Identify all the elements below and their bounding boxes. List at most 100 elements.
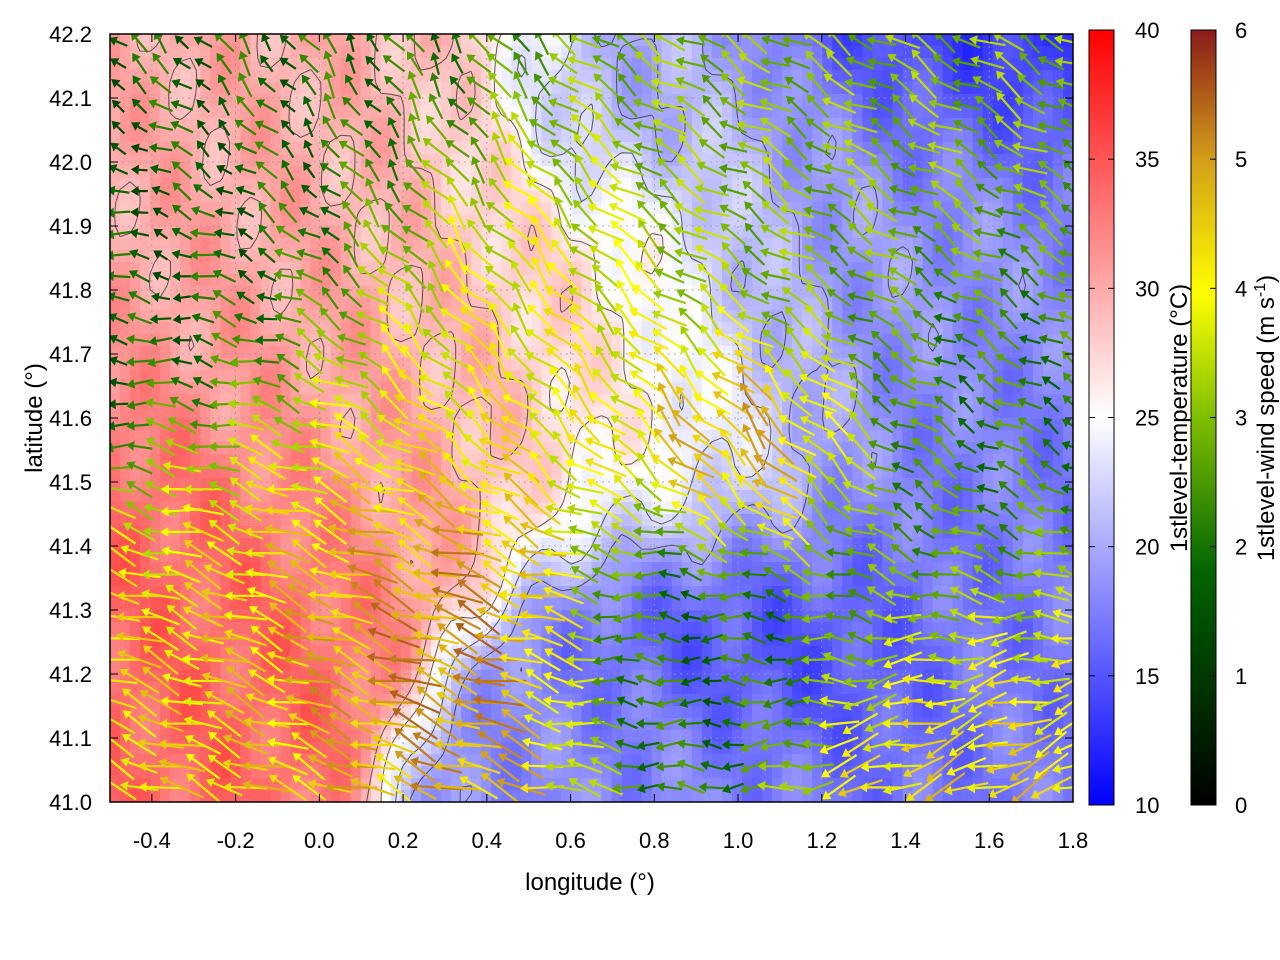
temperature-cell	[681, 442, 693, 455]
temperature-cell	[180, 298, 191, 311]
temperature-cell	[1032, 418, 1044, 431]
temperature-cell	[711, 646, 723, 659]
temperature-cell	[752, 622, 763, 635]
temperature-cell	[661, 634, 673, 647]
temperature-cell	[842, 262, 853, 275]
temperature-cell	[370, 370, 382, 383]
temperature-cell	[621, 166, 633, 179]
temperature-cell	[792, 94, 803, 107]
temperature-cell	[180, 82, 191, 95]
temperature-cell	[822, 574, 833, 587]
temperature-cell	[290, 226, 302, 239]
temperature-cell	[370, 322, 382, 335]
temperature-cell	[491, 274, 502, 287]
temperature-cell	[792, 346, 803, 359]
temperature-cell	[852, 622, 863, 635]
temperature-cell	[410, 274, 422, 287]
temperature-cell	[952, 550, 964, 563]
temperature-cell	[280, 574, 292, 587]
temperature-cell	[681, 514, 693, 527]
temperature-cell	[451, 406, 462, 419]
temperature-cell	[1032, 82, 1044, 95]
temperature-cell	[962, 550, 974, 563]
temperature-cell	[942, 322, 954, 335]
temperature-cell	[982, 322, 994, 335]
temperature-cell	[892, 586, 904, 599]
temperature-cell	[380, 310, 392, 323]
temperature-cell	[701, 346, 713, 359]
temperature-cell	[1032, 34, 1044, 47]
temperature-cell	[561, 538, 573, 551]
temperature-cell	[731, 598, 743, 611]
temperature-cell	[350, 250, 362, 263]
temperature-cell	[892, 562, 904, 575]
temperature-cell	[330, 214, 342, 227]
temperature-cell	[892, 646, 904, 659]
temperature-cell	[461, 34, 472, 47]
temperature-cell	[832, 502, 843, 515]
temperature-cell	[310, 598, 322, 611]
temperature-cell	[1042, 634, 1054, 647]
temperature-cell	[220, 406, 231, 419]
temperature-cell	[531, 370, 542, 383]
temperature-cell	[972, 526, 984, 539]
temperature-cell	[310, 166, 322, 179]
temperature-cell	[350, 574, 362, 587]
temperature-cell	[220, 178, 231, 191]
temperature-cell	[220, 118, 231, 131]
temperature-cell	[581, 262, 593, 275]
temperature-cell	[661, 250, 673, 263]
temperature-cell	[130, 394, 141, 407]
temperature-cell	[982, 190, 994, 203]
temperature-cell	[651, 598, 663, 611]
temperature-cell	[531, 34, 542, 47]
temperature-cell	[240, 454, 252, 467]
temperature-cell	[260, 202, 272, 215]
temperature-cell	[1022, 310, 1034, 323]
temperature-cell	[611, 130, 623, 143]
temperature-cell	[501, 214, 512, 227]
temperature-cell	[370, 490, 382, 503]
temperature-cell	[1042, 574, 1054, 587]
temperature-cell	[210, 454, 221, 467]
temperature-cell	[300, 106, 312, 119]
temperature-cell	[792, 490, 803, 503]
temperature-cell	[862, 454, 873, 467]
temperature-cell	[160, 286, 171, 299]
temperature-cell	[962, 430, 974, 443]
temperature-cell	[541, 118, 552, 131]
temperature-cell	[862, 94, 873, 107]
temperature-cell	[1002, 430, 1014, 443]
temperature-cell	[260, 154, 272, 167]
temperature-cell	[862, 442, 873, 455]
temperature-cell	[691, 586, 703, 599]
temperature-cell	[390, 214, 402, 227]
temperature-cell	[320, 430, 332, 443]
temperature-cell	[551, 46, 563, 59]
temperature-cell	[120, 58, 131, 71]
temperature-cell	[140, 538, 151, 551]
temperature-cell	[972, 190, 984, 203]
temperature-cell	[270, 154, 282, 167]
temperature-cell	[551, 598, 563, 611]
temperature-cell	[220, 370, 231, 383]
temperature-cell	[822, 154, 833, 167]
temperature-cell	[200, 46, 211, 59]
temperature-cell	[471, 562, 482, 575]
temperature-cell	[360, 82, 372, 95]
temperature-cell	[822, 238, 833, 251]
temperature-cell	[350, 370, 362, 383]
temperature-cell	[721, 58, 733, 71]
temperature-cell	[290, 178, 302, 191]
temperature-cell	[691, 358, 703, 371]
temperature-cell	[641, 382, 653, 395]
temperature-cell	[200, 574, 211, 587]
temperature-cell	[491, 142, 502, 155]
temperature-cell	[250, 598, 262, 611]
temperature-cell	[491, 454, 502, 467]
temperature-cell	[902, 394, 914, 407]
temperature-cell	[601, 490, 613, 503]
temperature-cell	[360, 70, 372, 83]
temperature-cell	[762, 298, 773, 311]
temperature-cell	[721, 94, 733, 107]
